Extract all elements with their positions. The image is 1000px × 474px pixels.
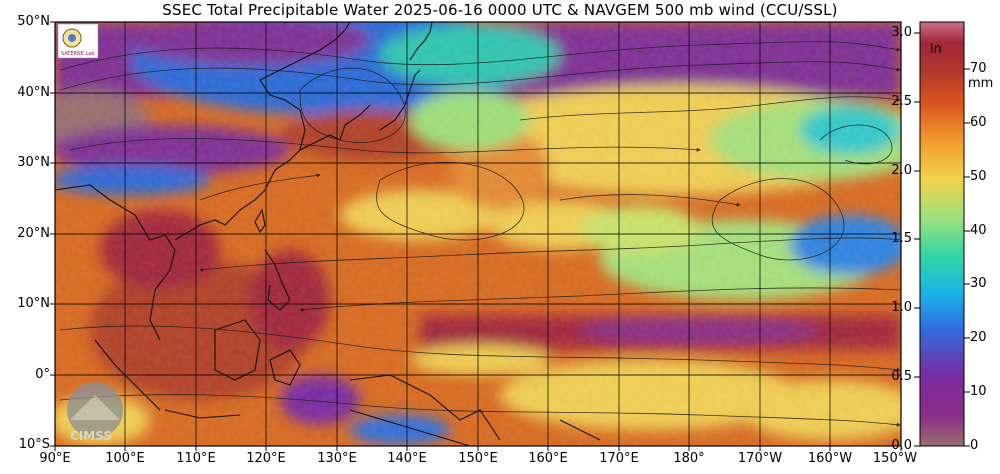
colorbar-mm-tick: 40 — [970, 223, 987, 238]
cimss-logo: CIMSS — [67, 382, 123, 443]
colorbar-mm-tick: 60 — [970, 115, 987, 130]
colorbar-ticks — [914, 32, 970, 447]
colorbar-in-tick: 2.0 — [891, 163, 912, 178]
lon-label: 170°E — [599, 451, 639, 466]
colorbar-mm-tick: 0 — [970, 438, 979, 453]
lat-label: 10°N — [17, 296, 50, 311]
colorbar-in-tick: 2.5 — [891, 94, 912, 109]
lon-label: 180° — [673, 451, 705, 466]
colorbar-units-mm: mm — [968, 76, 994, 91]
lat-label: 30°N — [17, 155, 50, 170]
lat-label: 0° — [35, 367, 50, 382]
cimss-logo-text: CIMSS — [70, 429, 112, 443]
colorbar-in-tick: 3.0 — [891, 25, 912, 40]
colorbar-mm-tick: 30 — [970, 276, 987, 291]
saterne-lab-text: SATERNE Lab — [61, 51, 95, 57]
lon-label: 140°E — [387, 451, 427, 466]
lat-label: 20°N — [17, 226, 50, 241]
lon-label: 120°E — [246, 451, 286, 466]
precipitable-water-field: SATERNE Lab CIMSS — [55, 22, 901, 446]
lon-label: 100°E — [105, 451, 145, 466]
lat-label: 40°N — [17, 85, 50, 100]
map-title: SSEC Total Precipitable Water 2025-06-16… — [162, 1, 838, 19]
lon-label: 110°E — [176, 451, 216, 466]
colorbar-units-in: in — [930, 42, 942, 57]
ccu-ssl-logo: SATERNE Lab — [57, 23, 99, 59]
colorbar-in-tick: 1.0 — [891, 300, 912, 315]
colorbar-mm-tick: 70 — [970, 61, 987, 76]
lat-label: 10°S — [18, 437, 50, 452]
colorbar — [919, 21, 965, 447]
colorbar-mm-tick: 50 — [970, 169, 987, 184]
lon-label: 150°W — [872, 451, 918, 466]
lat-lon-grid — [55, 22, 901, 446]
lat-label: 50°N — [17, 14, 50, 29]
lon-label: 150°E — [458, 451, 498, 466]
lon-label: 90°E — [39, 451, 71, 466]
lon-label: 130°E — [317, 451, 357, 466]
colorbar-mm-tick: 20 — [970, 330, 987, 345]
colorbar-in-tick: 0.0 — [891, 438, 912, 453]
colorbar-in-tick: 1.5 — [891, 231, 912, 246]
lon-label: 170°W — [737, 451, 783, 466]
lon-label: 160°E — [528, 451, 568, 466]
colorbar-mm-tick: 10 — [970, 384, 987, 399]
colorbar-in-tick: 0.5 — [891, 369, 912, 384]
axis-ticks — [50, 21, 902, 451]
lon-label: 160°W — [807, 451, 853, 466]
